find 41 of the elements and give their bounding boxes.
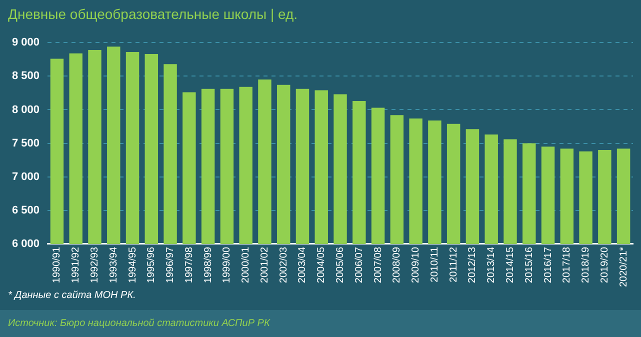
x-tick-label: 1995/96: [146, 246, 158, 284]
y-tick-label: 8 500: [12, 70, 40, 82]
chart-title: Дневные общеобразовательные школы | ед.: [8, 6, 298, 22]
x-tick-label: 2011/12: [448, 246, 460, 282]
x-tick-label: 2007/08: [372, 246, 384, 284]
x-tick-label: 1996/97: [165, 246, 176, 284]
x-tick-label: 2013/14: [486, 246, 498, 284]
x-tick-label: 1991/92: [70, 246, 82, 284]
x-tick-label: 1999/00: [222, 246, 233, 284]
y-tick-label: 8 000: [12, 104, 40, 116]
x-tick-label: 2005/06: [335, 246, 346, 284]
x-tick-label: 1998/99: [202, 246, 214, 284]
y-tick-label: 9 000: [12, 36, 40, 49]
x-tick-label: 1990/91: [52, 246, 63, 284]
x-tick-label: 1997/98: [184, 246, 195, 284]
y-tick-label: 7 000: [12, 170, 40, 183]
x-tick-label: 2018/19: [580, 246, 592, 284]
x-tick-label: 2009/10: [410, 246, 422, 284]
x-tick-label: 1994/95: [127, 246, 138, 284]
x-tick-label: 2003/04: [297, 246, 308, 284]
x-tick-label: 2002/03: [278, 246, 290, 284]
text: Источник: Бюро национальной статистики АСПиР РК: [8, 318, 270, 329]
x-tick-label: 2000/01: [240, 246, 252, 284]
y-tick-label: 6 500: [12, 204, 40, 216]
x-tick-label: 2008/09: [392, 246, 403, 284]
x-tick-label: 2010/11: [429, 246, 440, 282]
x-tick-label: 2019/20: [599, 246, 610, 284]
x-tick-label: 2006/07: [354, 246, 365, 284]
x-tick-label: 2016/17: [542, 246, 554, 284]
x-tick-label: 2012/13: [467, 246, 478, 284]
x-tick-label: 2017/18: [562, 246, 573, 284]
x-tick-label: 1993/94: [108, 246, 120, 284]
x-tick-label: 2020/21*: [618, 246, 630, 288]
x-tick-label: 2001/02: [259, 246, 270, 284]
x-tick-label: 1992/93: [89, 246, 100, 284]
x-tick-label: 2015/16: [524, 246, 535, 284]
y-tick-label: 6 000: [12, 238, 40, 250]
text: * Данные с сайта МОН РК.: [8, 290, 136, 301]
x-tick-label: 2004/05: [316, 246, 328, 284]
y-tick-label: 7 500: [12, 137, 40, 150]
x-tick-label: 2014/15: [504, 246, 516, 284]
